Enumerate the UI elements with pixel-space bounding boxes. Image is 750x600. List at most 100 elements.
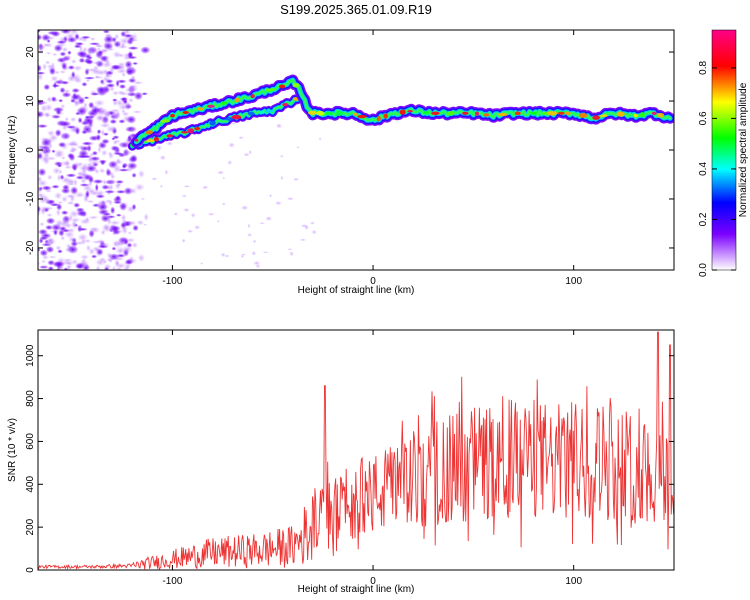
- noise-blob: [110, 206, 116, 215]
- noise-blob: [127, 50, 134, 60]
- noise-blob: [66, 74, 76, 83]
- noise-blob: [99, 81, 107, 86]
- noise-blob: [132, 224, 139, 232]
- noise-blob: [110, 145, 119, 152]
- noise-blob: [38, 167, 47, 177]
- noise-blob: [76, 154, 89, 159]
- noise-blob: [106, 125, 116, 133]
- noise-blob: [75, 144, 87, 150]
- x-tick-label: -100: [162, 276, 182, 287]
- noise-blob: [43, 83, 51, 91]
- noise-blob: [112, 140, 119, 145]
- noise-blob: [81, 141, 92, 146]
- noise-blob: [82, 183, 93, 193]
- noise-blob: [85, 78, 91, 83]
- noise-blob: [106, 178, 117, 185]
- noise-blob: [50, 96, 57, 102]
- y-tick-label: 10: [25, 95, 36, 107]
- noise-blob: [193, 224, 201, 230]
- ridge-peak: [578, 113, 588, 118]
- noise-blob: [65, 173, 77, 178]
- noise-blob: [64, 54, 72, 61]
- noise-blob: [119, 202, 128, 212]
- noise-blob: [43, 112, 51, 118]
- ridge-peak: [407, 110, 413, 113]
- noise-blob: [121, 163, 127, 169]
- ridge-peak: [651, 111, 657, 115]
- noise-blob: [123, 149, 133, 156]
- noise-blob: [248, 149, 252, 155]
- noise-blob: [216, 220, 220, 223]
- noise-blob: [116, 90, 126, 95]
- ridge-peak: [514, 111, 521, 116]
- noise-blob: [94, 168, 100, 175]
- noise-blob: [83, 101, 88, 109]
- noise-blob: [74, 240, 85, 246]
- spectrogram-ylabel: Frequency (Hz): [7, 116, 18, 185]
- snr-frame: [37, 329, 675, 571]
- noise-blob: [251, 250, 257, 256]
- ridge-peak: [431, 111, 440, 116]
- noise-blob: [69, 145, 77, 154]
- noise-blob: [128, 92, 133, 97]
- noise-blob: [95, 194, 106, 199]
- noise-blob: [109, 108, 121, 113]
- x-tick-label: 0: [370, 576, 376, 587]
- snr-marks: [38, 331, 674, 570]
- noise-blob: [222, 176, 226, 180]
- noise-blob: [220, 252, 226, 258]
- noise-blob: [70, 58, 77, 65]
- noise-blob: [106, 192, 111, 196]
- colorbar-ticks: 0.0 0.2 0.4 0.6 0.8: [698, 61, 736, 277]
- noise-blob: [95, 265, 101, 270]
- noise-blob: [76, 170, 84, 177]
- noise-blob: [125, 65, 135, 72]
- noise-blob: [97, 203, 109, 211]
- noise-blob: [57, 249, 63, 254]
- noise-blob: [60, 235, 66, 241]
- noise-blob: [91, 60, 103, 65]
- noise-blob: [67, 50, 72, 55]
- noise-blob: [124, 137, 131, 144]
- noise-blob: [83, 76, 96, 80]
- noise-blob: [94, 183, 99, 192]
- noise-blob: [90, 92, 100, 96]
- noise-blob: [47, 174, 53, 181]
- x-tick-label: 0: [370, 276, 376, 287]
- noise-blob: [112, 99, 119, 107]
- noise-blob: [201, 185, 209, 190]
- noise-blob: [65, 193, 77, 199]
- noise-blob: [64, 260, 75, 267]
- noise-blob: [93, 99, 106, 107]
- ridge-peak: [447, 111, 455, 116]
- ridge-peak: [325, 111, 333, 116]
- ridge-peak: [247, 111, 255, 116]
- noise-blob: [246, 233, 253, 237]
- noise-blob: [107, 151, 115, 160]
- noise-blob: [45, 240, 51, 247]
- colorbar-gradient: [711, 29, 737, 271]
- noise-blob: [51, 184, 60, 189]
- noise-blob: [76, 106, 88, 116]
- noise-blob: [132, 61, 139, 66]
- noise-blob: [103, 132, 109, 136]
- noise-blob: [38, 148, 49, 153]
- noise-blob: [76, 209, 87, 217]
- noise-blob: [96, 238, 106, 245]
- noise-blob: [118, 168, 130, 172]
- ridge-peak: [353, 112, 359, 116]
- noise-blob: [318, 137, 322, 141]
- noise-blob: [115, 213, 122, 217]
- y-tick-label: 200: [25, 518, 36, 535]
- noise-blob: [289, 250, 294, 257]
- noise-blob: [76, 50, 88, 57]
- ridge-peak: [259, 110, 265, 114]
- noise-blob: [96, 248, 104, 256]
- colorbar: 0.0 0.2 0.4 0.6 0.8 Normalized spectral ampl…: [698, 29, 749, 277]
- y-tick-label: -20: [25, 240, 36, 255]
- noise-blob: [118, 84, 127, 89]
- noise-blob: [126, 162, 138, 170]
- noise-blob: [105, 168, 112, 177]
- ridge-peak: [592, 115, 600, 120]
